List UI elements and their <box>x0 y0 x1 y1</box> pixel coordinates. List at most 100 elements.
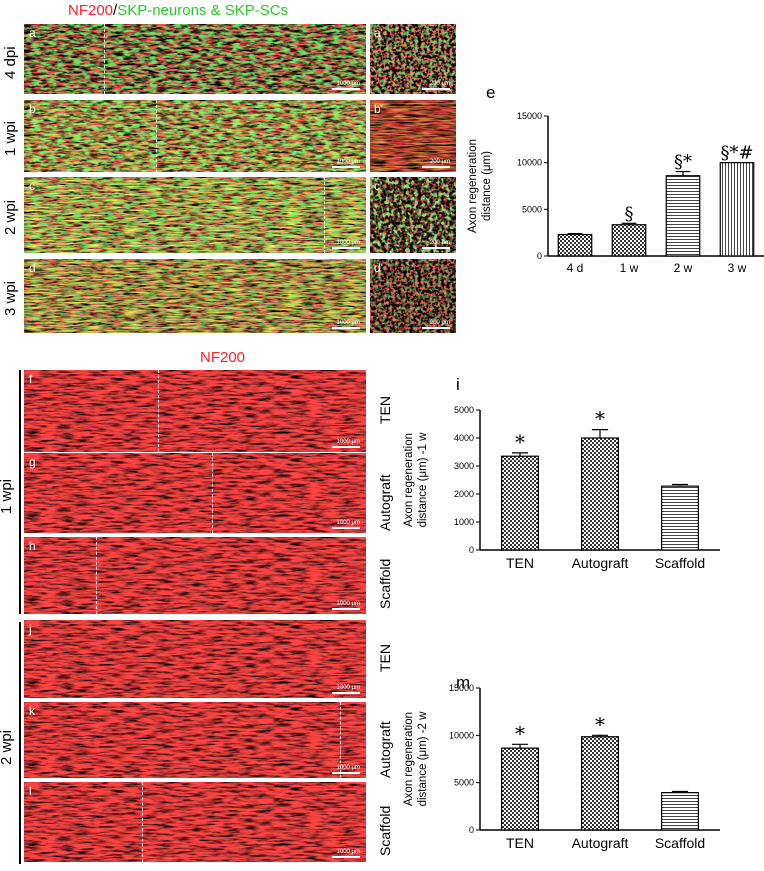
chart-i-letter: i <box>456 375 460 394</box>
panel-label-c-inset: c' <box>374 179 383 193</box>
scale-bar-a-inset-text: 200 μm <box>429 81 450 87</box>
scale-bar-d-inset-text: 200 μm <box>429 320 450 326</box>
cut-line-h <box>96 537 97 614</box>
header-slash: / <box>113 2 118 19</box>
chart-i-bar-0 <box>500 455 539 551</box>
panel-l: l 1000 μm <box>24 782 366 862</box>
scale-bar-c-inset: 200 μm <box>422 240 450 249</box>
group-label-j: TEN <box>377 643 393 672</box>
panel-f: f 1000 μm <box>24 370 366 452</box>
scale-bar-f-text: 1000 μm <box>336 439 360 445</box>
chart-m-bar-1 <box>581 736 620 831</box>
panel-g-micrograph <box>24 453 366 533</box>
scale-bar-l-text: 1000 μm <box>336 849 360 855</box>
chart-m-letter: m <box>456 673 470 692</box>
cut-line-k <box>340 702 341 778</box>
panel-label-d: d <box>29 261 36 275</box>
scale-bar-c-bar <box>332 247 360 249</box>
scale-bar-l: 1000 μm <box>332 849 360 858</box>
header-nf200: NF200 <box>68 2 114 19</box>
panel-label-b: b <box>29 102 36 116</box>
panel-l-micrograph <box>24 782 366 862</box>
chart-m-ytick-label-3: 15000 <box>449 683 474 693</box>
chart-m-category-2: Scaffold <box>655 835 705 851</box>
scale-bar-d-text: 1000 μm <box>336 320 360 326</box>
group-time-label-1: 2 wpi <box>0 729 15 765</box>
chart-m-annotation-0: * <box>515 721 525 745</box>
panel-k: k 1000 μm <box>24 702 366 778</box>
time-label-c: 2 wpi <box>2 199 19 235</box>
chart-e-svg: e 0 5000 10000 15000 Axon regeneration distanc… <box>467 83 764 275</box>
panel-label-l: l <box>29 784 32 798</box>
panel-a-inset: a' 200 μm <box>370 24 456 94</box>
scale-bar-d-inset: 200 μm <box>422 320 450 329</box>
scale-bar-c-inset-text: 200 μm <box>429 240 450 246</box>
chart-m-ytick-label-0: 0 <box>469 825 474 835</box>
panel-label-c: c <box>29 179 35 193</box>
scale-bar-a: 1000 μm <box>332 81 360 90</box>
panel-label-g: g <box>29 455 36 469</box>
cut-line-f <box>158 370 159 452</box>
panel-label-f: f <box>29 372 33 386</box>
chart-e: e 0 5000 10000 15000 Axon regeneration distanc… <box>464 80 764 280</box>
chart-m: m 0 5000 10000 15000 Axon regeneration distanc… <box>400 672 740 866</box>
scale-bar-d-bar <box>332 327 360 329</box>
chart-i-svg: i 0 1000 2000 3000 4000 5000 Axon regeneration d… <box>403 375 720 571</box>
panel-a-inset-micrograph <box>370 24 456 94</box>
scale-bar-k-bar <box>332 772 360 774</box>
chart-i-ytick-label-5: 5000 <box>454 405 474 415</box>
panel-d: d 1000 μm <box>24 259 366 333</box>
scale-bar-h-bar <box>332 608 360 610</box>
group-bracket-1 <box>19 622 21 864</box>
panel-label-h: h <box>29 539 36 553</box>
chart-e-bar-0 <box>557 233 593 257</box>
chart-e-category-2: 2 w <box>674 261 693 275</box>
scale-bar-d-inset-bar <box>422 327 450 329</box>
panel-b-inset-micrograph <box>370 100 456 172</box>
chart-e-category-0: 4 d <box>567 261 584 275</box>
scale-bar-k: 1000 μm <box>332 765 360 774</box>
scale-bar-d: 1000 μm <box>332 320 360 329</box>
scale-bar-b-text: 1000 μm <box>336 159 360 165</box>
scale-bar-j-bar <box>332 692 360 694</box>
panel-a-micrograph <box>24 24 366 94</box>
scale-bar-b-inset-text: 200 μm <box>429 159 450 165</box>
chart-i-ytick-label-4: 4000 <box>454 433 474 443</box>
scale-bar-c-inset-bar <box>422 247 450 249</box>
scale-bar-g: 1000 μm <box>332 520 360 529</box>
chart-m-category-0: TEN <box>506 835 534 851</box>
chart-m-ytick-label-1: 5000 <box>454 778 474 788</box>
scale-bar-a-inset-bar <box>422 88 450 90</box>
chart-e-bar-3 <box>719 162 755 257</box>
chart-e-bar-2 <box>665 175 701 257</box>
chart-i-ylabel-1: distance (μm) -1 w <box>417 432 429 528</box>
chart-e-category-3: 3 w <box>728 261 747 275</box>
group-time-label-0: 1 wpi <box>0 478 15 514</box>
panel-b: b 1000 μm <box>24 100 366 172</box>
panel-c-inset-micrograph <box>370 177 456 253</box>
chart-i-category-2: Scaffold <box>655 555 705 571</box>
chart-e-ylabel-0: Axon regeneration <box>467 139 479 233</box>
scale-bar-b-inset: 200 μm <box>422 159 450 168</box>
cut-line-g <box>212 453 213 533</box>
header2-nf200: NF200 <box>200 349 246 366</box>
cut-line-l <box>142 782 143 862</box>
group-label-h: Scaffold <box>377 558 393 610</box>
panel-d-inset: d' 200 μm <box>370 259 456 333</box>
scale-bar-a-bar <box>332 88 360 90</box>
scale-bar-b-bar <box>332 166 360 168</box>
chart-i-bar-1 <box>581 437 620 551</box>
scale-bar-b-inset-bar <box>422 166 450 168</box>
time-label-b: 1 wpi <box>2 120 19 156</box>
chart-e-category-1: 1 w <box>620 261 639 275</box>
scale-bar-g-text: 1000 μm <box>336 520 360 526</box>
chart-i-annotation-0: * <box>515 430 525 454</box>
panel-label-j: j <box>29 622 32 636</box>
panel-label-a: a <box>29 26 36 40</box>
group-label-f: TEN <box>377 395 393 424</box>
chart-e-ytick-label-1: 5000 <box>522 204 542 214</box>
panel-b-micrograph <box>24 100 366 172</box>
chart-e-ytick-label-3: 15000 <box>517 111 542 121</box>
header-green-label: SKP-neurons & SKP-SCs <box>117 2 289 19</box>
cut-line-c <box>324 177 325 253</box>
